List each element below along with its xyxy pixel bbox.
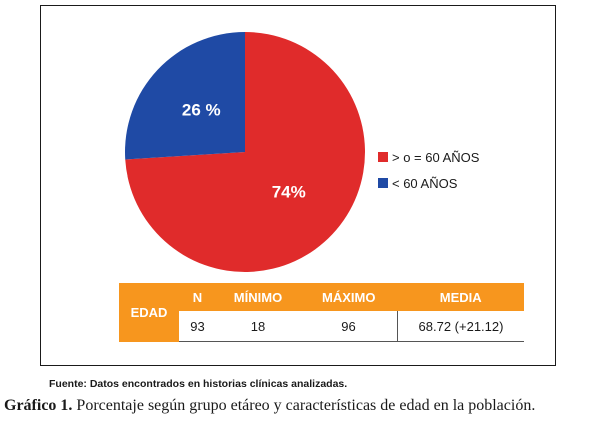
legend-swatch-under-60: [378, 178, 388, 188]
legend-swatch-60-plus: [378, 152, 388, 162]
header-maximo: MÁXIMO: [300, 283, 398, 311]
header-minimo: MÍNIMO: [216, 283, 300, 311]
legend: > o = 60 AÑOS < 60 AÑOS: [378, 146, 479, 198]
legend-label-under-60: < 60 AÑOS: [392, 175, 458, 191]
pie-label-60-plus: 74%: [272, 183, 306, 202]
figure-caption: Gráfico 1. Porcentaje según grupo etáreo…: [4, 397, 535, 415]
value-n: 93: [179, 311, 216, 342]
value-media: 68.72 (+21.12): [397, 311, 524, 342]
legend-item-under-60: < 60 AÑOS: [378, 172, 479, 194]
pie-chart: 74% 26 %: [125, 32, 366, 272]
header-media: MEDIA: [397, 283, 524, 311]
legend-item-60-plus: > o = 60 AÑOS: [378, 146, 479, 168]
source-note: Fuente: Datos encontrados en historias c…: [49, 378, 348, 390]
legend-label-60-plus: > o = 60 AÑOS: [392, 149, 480, 165]
pie-slice-60-plus: [125, 32, 366, 272]
row-label-edad: EDAD: [119, 283, 179, 342]
value-maximo: 96: [300, 311, 398, 342]
pie-label-under-60: 26 %: [182, 100, 221, 119]
caption-prefix: Gráfico 1.: [4, 397, 73, 414]
age-stats-table: EDAD N MÍNIMO MÁXIMO MEDIA 93 18 96 68.7…: [119, 283, 524, 342]
value-minimo: 18: [216, 311, 300, 342]
header-n: N: [179, 283, 216, 311]
caption-text: Porcentaje según grupo etáreo y caracter…: [72, 397, 536, 414]
pie-slice-under-60: [125, 32, 245, 160]
